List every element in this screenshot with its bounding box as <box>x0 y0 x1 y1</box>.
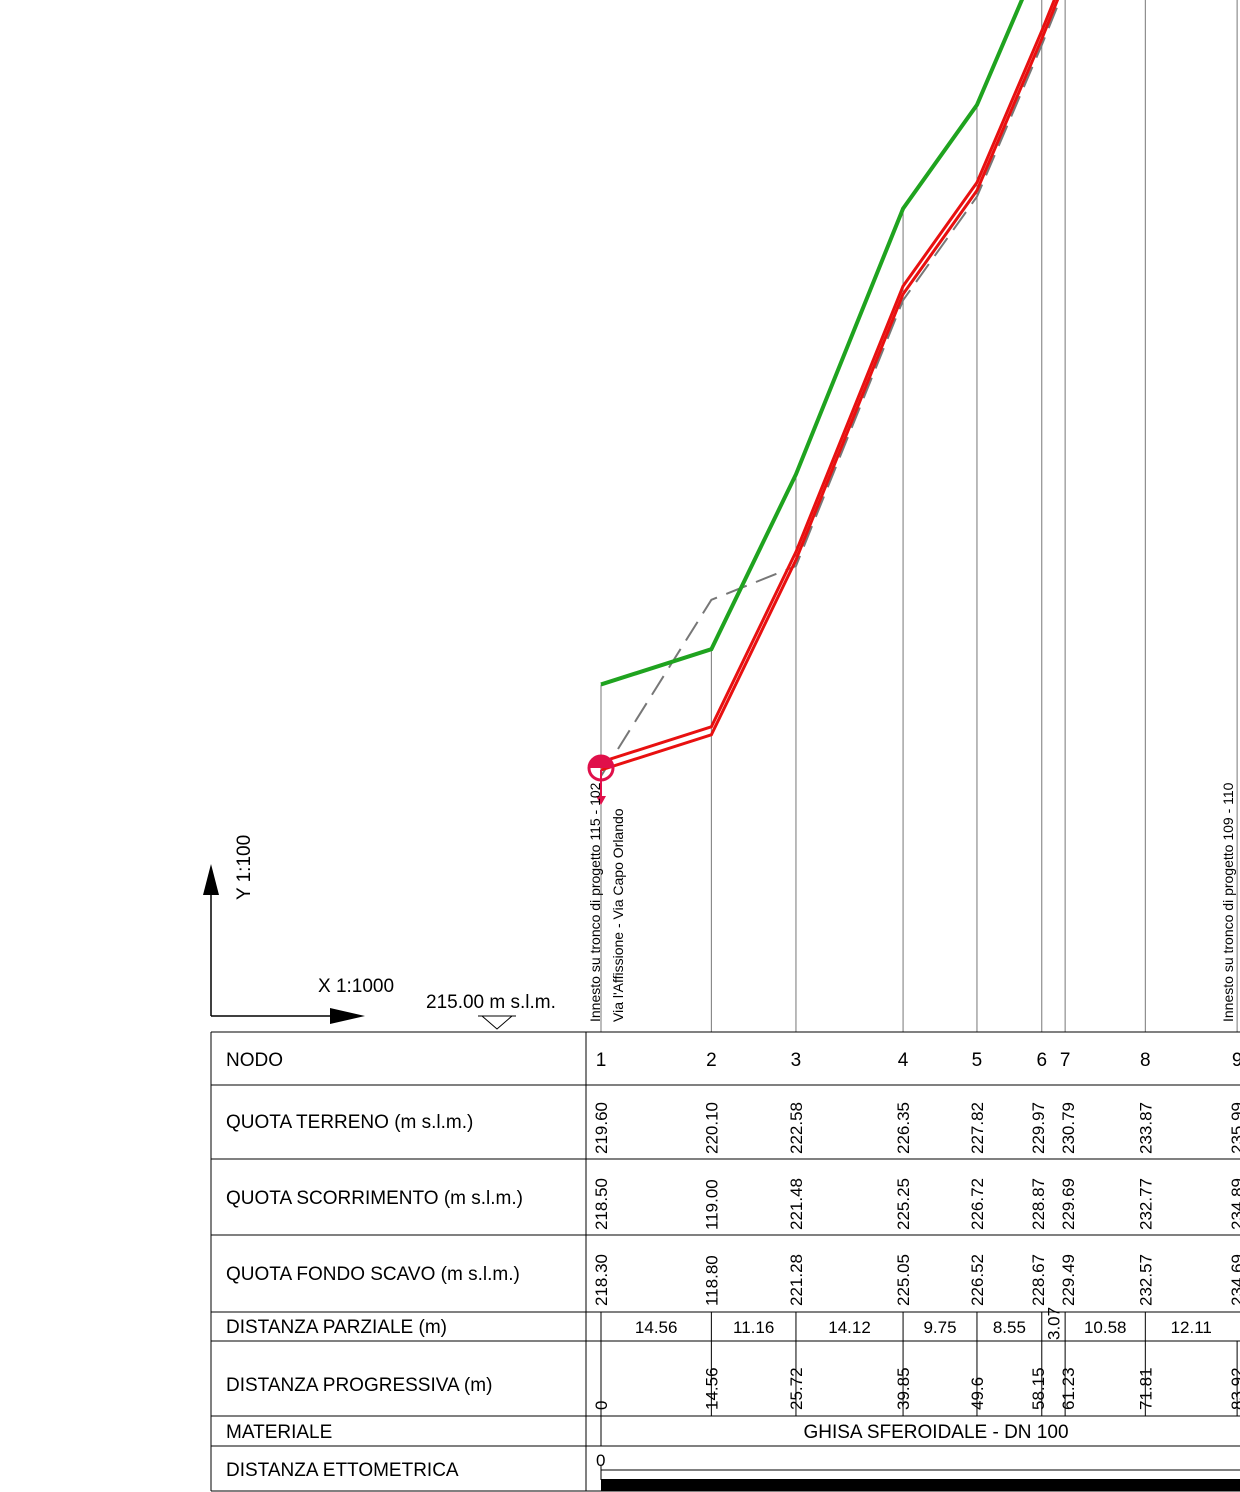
quota-terreno-value: 235.99 <box>1228 1102 1240 1154</box>
quota-fondo-scavo-value: 221.28 <box>787 1254 806 1306</box>
quota-fondo-scavo-value: 118.80 <box>702 1255 721 1306</box>
quota-scorrimento-value: 225.25 <box>894 1178 913 1230</box>
quota-fondo-scavo-value: 228.67 <box>1029 1254 1048 1306</box>
row-label-distanza-progressiva: DISTANZA PROGRESSIVA (m) <box>226 1375 492 1396</box>
distanza-parziale-value: 8.55 <box>993 1318 1026 1337</box>
quota-terreno-value: 219.60 <box>592 1102 611 1154</box>
start-marker <box>587 754 615 805</box>
distanza-parziale-value: 9.75 <box>923 1318 956 1337</box>
quota-terreno-value: 229.97 <box>1029 1102 1048 1154</box>
quota-fondo-scavo-value: 226.52 <box>968 1254 987 1306</box>
ettometrica-bar <box>601 1479 1240 1491</box>
quota-terreno-value: 227.82 <box>968 1102 987 1154</box>
distanza-parziale-value: 3.07 <box>1044 1307 1063 1340</box>
row-label-quota-fondo: QUOTA FONDO SCAVO (m s.l.m.) <box>226 1264 520 1285</box>
quota-fondo-scavo-line <box>600 0 1062 777</box>
ettometrica-start-label: 0 <box>596 1451 605 1470</box>
quota-scorrimento-value: 228.87 <box>1029 1178 1048 1230</box>
start-annotation-line2: Via l'Affissione - Via Capo Orlando <box>610 808 626 1022</box>
quota-fondo-scavo-value: 234.69 <box>1228 1254 1240 1306</box>
materiale-value: GHISA SFEROIDALE - DN 100 <box>803 1422 1068 1443</box>
distanza-progressiva-value: 58.15 <box>1029 1367 1048 1410</box>
distanza-progressiva-value: 49.6 <box>968 1377 987 1410</box>
end-annotation-line1: Innesto su tronco di progetto 109 - 110 <box>1220 782 1236 1022</box>
distanza-parziale-value: 10.58 <box>1084 1318 1127 1337</box>
distanza-progressiva-value: 0 <box>592 1401 611 1410</box>
distanza-parziale-value: 14.12 <box>828 1318 871 1337</box>
distanza-progressiva-value: 14.56 <box>702 1367 721 1410</box>
table-node-cells: 1 219.60 218.50 218.30 0 2 220.10 119.00 118.80 1… <box>592 1050 1240 1410</box>
row-label-distanza-ettometrica: DISTANZA ETTOMETRICA <box>226 1460 459 1481</box>
row-label-materiale: MATERIALE <box>226 1422 332 1443</box>
quota-fondo-scavo-value: 225.05 <box>894 1254 913 1306</box>
row-label-quota-scorrimento: QUOTA SCORRIMENTO (m s.l.m.) <box>226 1188 523 1209</box>
quota-scorrimento-line <box>600 0 1056 764</box>
quota-scorrimento-pipe-bottom-line <box>600 0 1060 772</box>
distanza-progressiva-value: 25.72 <box>787 1367 806 1410</box>
quota-scorrimento-value: 232.77 <box>1136 1178 1155 1230</box>
start-marker-fill <box>589 756 613 768</box>
profile-lines <box>600 0 1062 777</box>
row-label-distanza-parziale: DISTANZA PARZIALE (m) <box>226 1317 447 1338</box>
node-label: 7 <box>1060 1050 1071 1071</box>
scale-axes: Y 1:100 X 1:1000 215.00 m s.l.m. <box>203 835 556 1030</box>
quota-scorrimento-value: 218.50 <box>592 1178 611 1230</box>
profile-table: NODO QUOTA TERRENO (m s.l.m.) QUOTA SCOR… <box>210 1031 1240 1492</box>
quota-terreno-value: 222.58 <box>787 1102 806 1154</box>
node-label: 6 <box>1036 1050 1047 1071</box>
distanza-progressiva-value: 83.92 <box>1228 1367 1240 1410</box>
quota-scorrimento-value: 226.72 <box>968 1178 987 1230</box>
distanza-parziale-value: 12.11 <box>1171 1318 1212 1337</box>
quota-fondo-scavo-value: 229.49 <box>1059 1254 1078 1306</box>
node-vertical-lines <box>600 0 1238 1416</box>
start-annotation-line1: Innesto su tronco di progetto 115 - 102 <box>587 782 603 1022</box>
quota-scorrimento-value: 234.89 <box>1228 1178 1240 1230</box>
node-label: 2 <box>706 1050 717 1071</box>
quota-scorrimento-value: 119.00 <box>702 1179 721 1230</box>
start-marker-arrow-icon <box>596 796 606 805</box>
distanza-progressiva-value: 61.23 <box>1059 1367 1078 1410</box>
quota-terreno-value: 220.10 <box>702 1102 721 1154</box>
quota-fondo-scavo-value: 232.57 <box>1136 1254 1155 1306</box>
quota-fondo-scavo-value: 218.30 <box>592 1254 611 1306</box>
node-label: 1 <box>596 1050 607 1071</box>
node-label: 4 <box>898 1050 909 1071</box>
distanza-progressiva-value: 71.81 <box>1136 1367 1155 1410</box>
row-label-quota-terreno: QUOTA TERRENO (m s.l.m.) <box>226 1112 473 1133</box>
x-scale-label: X 1:1000 <box>318 976 394 997</box>
quota-terreno-value: 233.87 <box>1136 1102 1155 1154</box>
distanza-parziale-value: 14.56 <box>635 1318 678 1337</box>
node-label: 8 <box>1140 1050 1151 1071</box>
quota-terreno-line <box>600 0 1025 687</box>
node-label: 9 <box>1232 1050 1240 1071</box>
x-axis-arrow-icon <box>330 1008 365 1024</box>
y-scale-label: Y 1:100 <box>234 835 255 900</box>
quota-scorrimento-value: 229.69 <box>1059 1178 1078 1230</box>
distanza-parziale-value: 11.16 <box>733 1318 774 1337</box>
datum-triangle-icon <box>480 1015 514 1030</box>
node-label: 3 <box>791 1050 802 1071</box>
y-axis-arrow-icon <box>203 864 219 895</box>
quota-terreno-value: 230.79 <box>1059 1102 1078 1154</box>
node-label: 5 <box>972 1050 983 1071</box>
datum-label: 215.00 m s.l.m. <box>426 992 556 1013</box>
row-label-nodo: NODO <box>226 1050 283 1071</box>
quota-terreno-value: 226.35 <box>894 1102 913 1154</box>
distanza-progressiva-value: 39.85 <box>894 1367 913 1410</box>
quota-scorrimento-value: 221.48 <box>787 1178 806 1230</box>
